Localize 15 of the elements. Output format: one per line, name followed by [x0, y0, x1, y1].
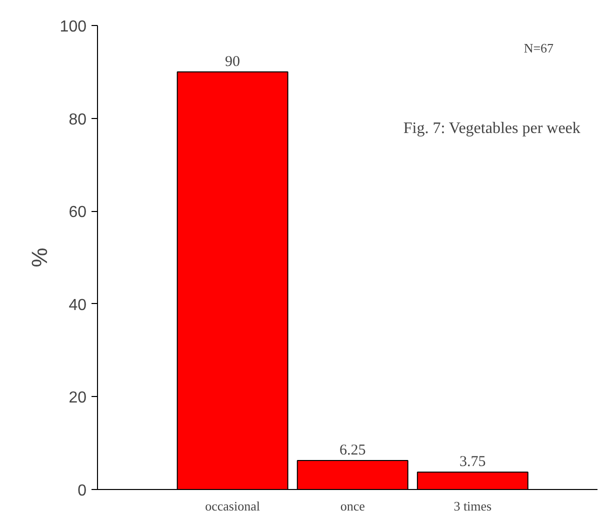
- y-tick-label: 60: [68, 204, 87, 222]
- x-tick-label: occasional: [205, 498, 260, 514]
- annotation: N=67: [524, 40, 554, 56]
- y-tick-label: 20: [68, 390, 87, 407]
- text: Fig. 7: Vegetables per week: [403, 120, 580, 137]
- x-tick-label: 3 times: [454, 498, 492, 514]
- data-label: 3.75: [460, 454, 486, 470]
- data-label: 6.25: [339, 442, 366, 458]
- y-tick-label: 0: [78, 482, 87, 500]
- y-tick-label: 40: [68, 296, 87, 314]
- data-label: 90: [225, 54, 240, 70]
- y-tick-label: 100: [60, 18, 87, 36]
- x-tick-label: once: [340, 498, 366, 514]
- y-tick-label: 80: [68, 111, 87, 128]
- y-axis-title: %: [26, 248, 52, 268]
